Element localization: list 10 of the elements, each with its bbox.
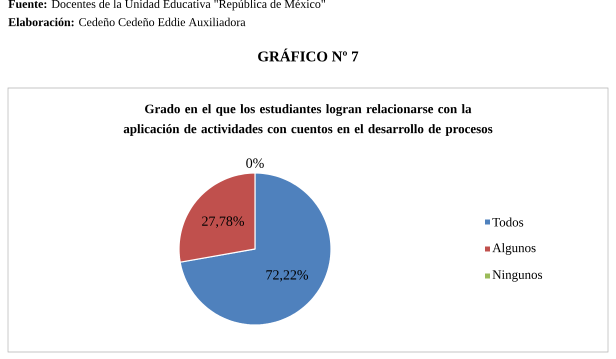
data-label: 72,22% xyxy=(266,270,308,282)
chart-title: Grado en el que los estudiantes logran relacionarse con la aplicación de actividades con cuentos en el desarrollo de procesos xyxy=(124,104,492,136)
data-label: 27,78% xyxy=(202,216,244,228)
text: Fuente: Docentes de la Unidad Educativa "República de México" xyxy=(8,0,325,10)
legend-label: Ningunos xyxy=(492,270,542,282)
text: 0% xyxy=(246,158,264,168)
text: GRÁFICO Nº 7 xyxy=(258,48,358,62)
legend-label: Todos xyxy=(492,217,524,227)
text: Elaboración: Cedeño Cedeño Eddie Auxiliadora xyxy=(8,18,246,26)
legend-label: Algunos xyxy=(492,243,536,255)
